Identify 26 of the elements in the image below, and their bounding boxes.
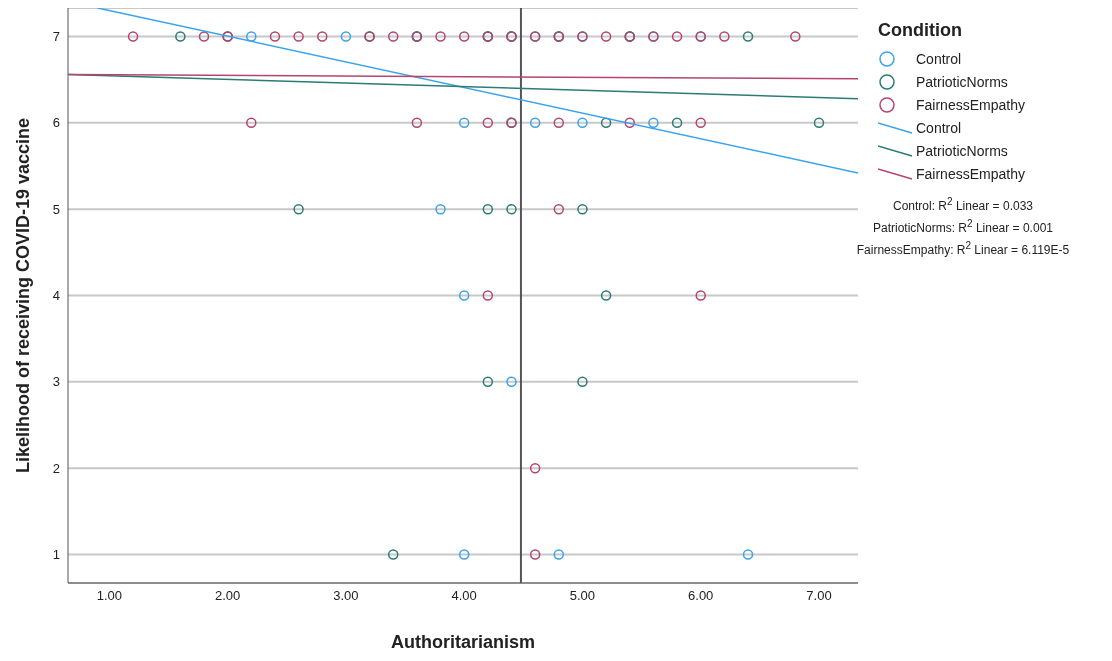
x-axis-title: Authoritarianism (390, 632, 536, 652)
y-tick-label: 2 (52, 460, 60, 476)
y-tick-label: 1 (52, 547, 60, 563)
text: Control: R$^{2}$ Linear = 0.033 (892, 195, 1034, 215)
legend-label: FairnessEmpathy (916, 165, 1025, 182)
y-axis-title: Likelihood of receiving COVID-19 vaccine (13, 117, 34, 474)
x-tick-label: 4.00 (451, 588, 477, 604)
x-tick-label: 1.00 (96, 588, 123, 604)
x-tick-label: 7.00 (806, 588, 832, 604)
legend-label: PatrioticNorms (916, 73, 1008, 90)
x-tick-label: 6.00 (688, 588, 714, 604)
legend-label: Control (916, 119, 962, 136)
y-tick-label: 4 (52, 288, 60, 304)
legend-label: Control (916, 50, 962, 67)
y-tick-label: 3 (52, 374, 60, 390)
x-tick-label: 3.00 (333, 588, 359, 604)
y-tick-label: 5 (52, 201, 60, 217)
x-tick-label: 2.00 (215, 588, 241, 604)
y-tick-label: 6 (52, 115, 60, 131)
y-tick-label: 7 (52, 29, 60, 45)
x-tick-label: 5.00 (569, 588, 596, 604)
legend-label: FairnessEmpathy (916, 96, 1025, 113)
legend-title: Condition (878, 20, 963, 41)
legend-label: PatrioticNorms (916, 142, 1008, 159)
annotation: FairnessEmpathy: R$^{2}$ Linear = 6.119E-5 (855, 239, 1071, 259)
text: PatrioticNorms: R$^{2}$ Linear = 0.001 (872, 217, 1054, 237)
